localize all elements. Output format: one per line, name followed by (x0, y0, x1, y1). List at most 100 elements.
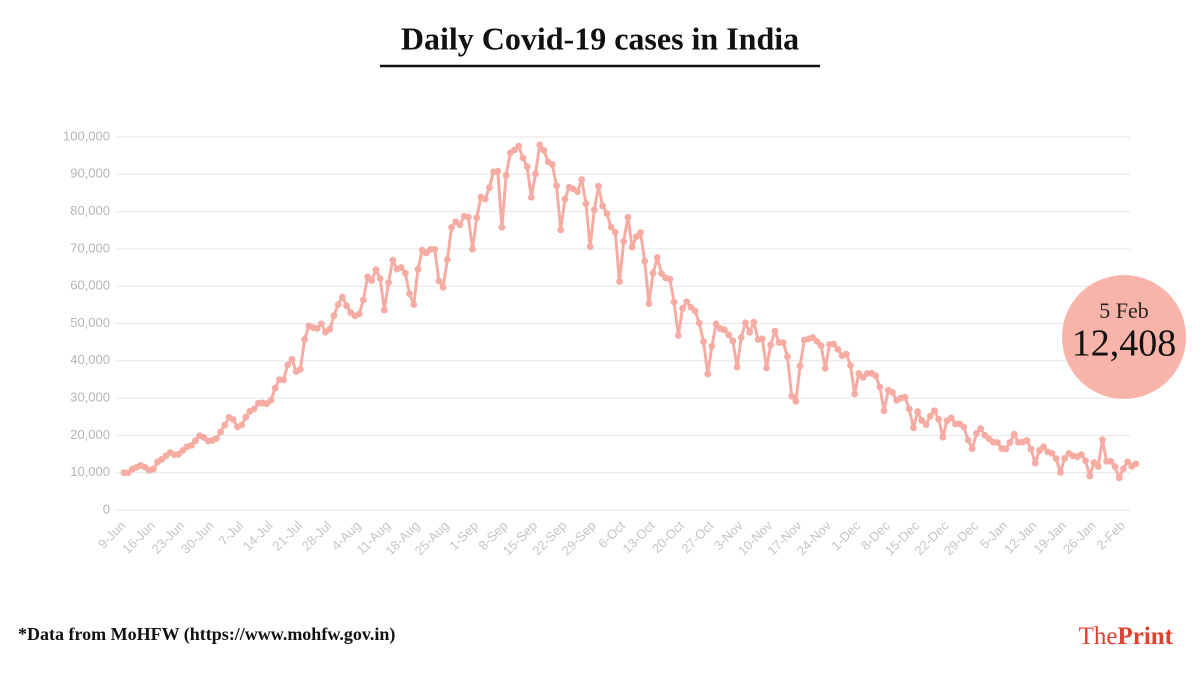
data-point (536, 141, 544, 149)
data-point (473, 214, 481, 222)
plot-area (120, 141, 1140, 482)
logo: ThePrint (1079, 623, 1174, 650)
data-point (616, 278, 623, 285)
data-point (821, 364, 829, 372)
x-axis: 9-Jun16-Jun23-Jun30-Jun7-Jul14-Jul21-Jul… (95, 518, 1128, 559)
data-point (334, 301, 342, 308)
data-point (792, 397, 800, 405)
data-point (519, 154, 527, 162)
data-point (847, 361, 854, 369)
data-point (401, 269, 409, 277)
data-point (435, 277, 443, 285)
data-point (1115, 474, 1123, 482)
data-point (1023, 437, 1031, 444)
data-point (645, 300, 653, 307)
data-point (620, 237, 628, 245)
data-point (666, 275, 674, 283)
data-point (968, 445, 976, 453)
data-point (641, 257, 649, 265)
data-point (926, 412, 934, 420)
y-tick-label: 60,000 (70, 278, 110, 293)
x-tick-label: 24-Nov (794, 518, 835, 559)
data-point (973, 429, 980, 437)
data-point (742, 319, 749, 327)
data-point (355, 310, 363, 318)
data-point (851, 390, 859, 398)
data-point (708, 342, 716, 350)
series-line (123, 143, 1137, 480)
data-point (301, 336, 308, 343)
data-point (813, 337, 821, 345)
data-point (288, 355, 296, 363)
data-point (1078, 451, 1085, 459)
data-point (523, 163, 531, 170)
annotation-date: 5 Feb (1099, 298, 1149, 323)
data-point (1124, 458, 1132, 466)
data-point (683, 298, 691, 306)
data-point (994, 439, 1001, 446)
x-tick-label: 30-Jun (178, 518, 217, 557)
data-point (737, 334, 745, 341)
data-point (212, 435, 220, 442)
data-point (1111, 463, 1119, 471)
data-point (439, 283, 447, 291)
data-point (464, 213, 472, 221)
data-point (1052, 455, 1060, 462)
data-point (242, 413, 250, 421)
data-point (561, 195, 569, 203)
data-point (632, 233, 640, 241)
data-point (1027, 445, 1035, 453)
data-point (431, 245, 439, 253)
data-point (296, 365, 304, 373)
y-tick-label: 90,000 (70, 166, 110, 181)
data-point (872, 372, 880, 380)
data-point (695, 319, 703, 327)
data-point (229, 416, 237, 423)
y-tick-label: 50,000 (70, 315, 110, 330)
data-point (553, 182, 560, 190)
data-point (931, 407, 938, 415)
x-tick-label: 2-Feb (1093, 518, 1128, 553)
data-point (939, 433, 947, 441)
data-point (922, 421, 930, 429)
data-point (1061, 455, 1069, 462)
data-point (658, 270, 665, 278)
x-tick-label: 26-Jan (1060, 518, 1099, 557)
data-point (704, 370, 712, 378)
data-point (280, 376, 287, 384)
chart-title: Daily Covid-19 cases in India (401, 20, 799, 56)
data-point (406, 290, 413, 298)
y-tick-label: 70,000 (70, 240, 110, 255)
data-point (1010, 430, 1018, 438)
data-point (578, 176, 586, 183)
data-point (834, 345, 842, 353)
data-point (481, 195, 489, 203)
data-point (540, 146, 548, 154)
data-point (284, 361, 292, 369)
x-tick-label: 28-Jul (299, 518, 335, 554)
annotation-bubble (1062, 275, 1186, 399)
data-point (767, 341, 775, 349)
data-point (149, 465, 157, 473)
data-point (338, 293, 346, 301)
data-point (595, 182, 602, 190)
data-point (1048, 450, 1056, 457)
annotation: 5 Feb 12,408 (1062, 275, 1186, 399)
data-point (191, 437, 199, 445)
y-tick-label: 30,000 (70, 390, 110, 405)
data-point (1099, 436, 1106, 444)
data-point (494, 167, 502, 175)
data-point (750, 318, 758, 326)
data-point (876, 383, 884, 391)
data-point (217, 428, 224, 436)
data-point (410, 301, 418, 308)
data-point (1094, 463, 1102, 470)
data-point (788, 392, 796, 400)
data-point (1040, 443, 1048, 451)
data-point (603, 210, 611, 217)
data-point (380, 306, 388, 314)
data-point (1132, 460, 1140, 468)
data-point (880, 407, 888, 415)
data-point (1086, 472, 1094, 480)
data-point (238, 421, 245, 429)
